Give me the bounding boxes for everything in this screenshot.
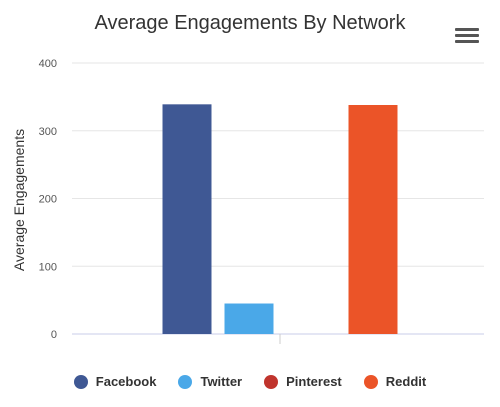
legend-label: Facebook <box>95 374 157 389</box>
legend-item-reddit[interactable]: Reddit <box>363 374 427 389</box>
menu-line <box>455 40 479 43</box>
y-tick-label: 0 <box>51 329 57 341</box>
y-tick-label: 100 <box>39 261 57 273</box>
legend: Facebook Twitter Pinterest Reddit <box>0 374 500 389</box>
gridlines <box>72 62 484 335</box>
bars <box>162 104 398 334</box>
legend-marker-icon <box>363 374 378 389</box>
legend-marker-icon <box>264 374 279 389</box>
legend-label: Reddit <box>385 374 427 389</box>
hamburger-menu-icon[interactable] <box>455 28 479 48</box>
chart-title: Average Engagements By Network <box>94 12 406 34</box>
menu-line <box>455 34 479 37</box>
y-tick-label: 400 <box>39 58 57 70</box>
legend-label: Pinterest <box>286 374 342 389</box>
bar-twitter[interactable] <box>224 303 274 334</box>
menu-line <box>455 28 479 31</box>
legend-item-twitter[interactable]: Twitter <box>178 374 242 389</box>
y-axis-ticks: 0 100 200 300 400 <box>39 58 57 341</box>
legend-marker-icon <box>178 374 193 389</box>
bar-reddit[interactable] <box>348 105 398 334</box>
y-tick-label: 300 <box>39 126 57 138</box>
y-tick-label: 200 <box>39 194 57 206</box>
legend-item-facebook[interactable]: Facebook <box>73 374 157 389</box>
y-axis-label: Average Engagements <box>11 129 27 271</box>
legend-label: Twitter <box>200 374 243 389</box>
legend-item-pinterest[interactable]: Pinterest <box>264 374 342 389</box>
bar-facebook[interactable] <box>162 104 212 334</box>
legend-marker-icon <box>73 374 88 389</box>
